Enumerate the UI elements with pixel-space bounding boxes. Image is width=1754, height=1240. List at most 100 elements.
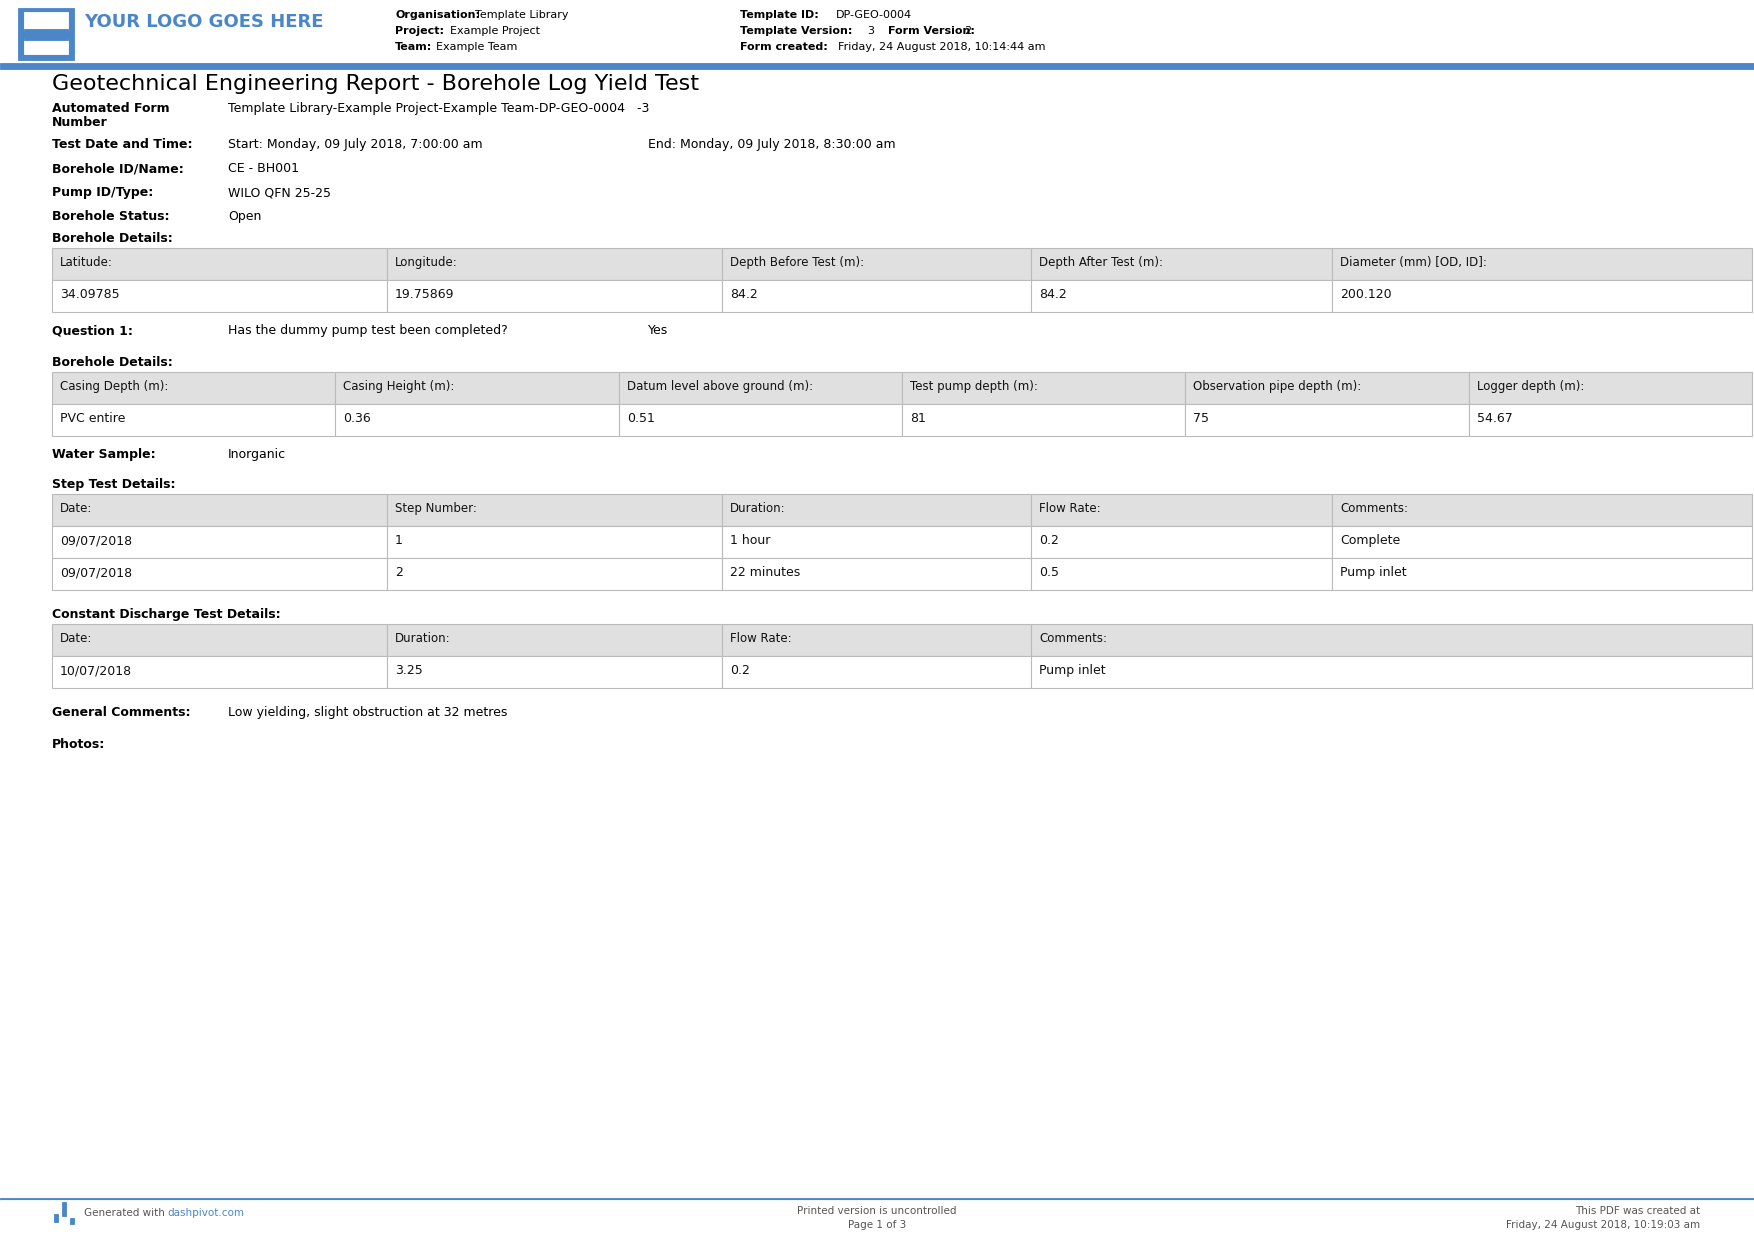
Text: Water Sample:: Water Sample: [53,448,156,461]
Text: Generated with: Generated with [84,1208,168,1218]
FancyBboxPatch shape [1186,404,1468,436]
FancyBboxPatch shape [25,38,68,55]
FancyBboxPatch shape [1031,280,1331,312]
FancyBboxPatch shape [723,280,1031,312]
FancyBboxPatch shape [388,248,723,280]
Text: 3: 3 [866,26,873,36]
Text: 2: 2 [965,26,972,36]
FancyBboxPatch shape [723,526,1031,558]
Text: 1: 1 [395,534,403,547]
FancyBboxPatch shape [53,558,388,590]
FancyBboxPatch shape [18,7,74,60]
FancyBboxPatch shape [54,1214,58,1221]
Text: Comments:: Comments: [1340,502,1408,515]
FancyBboxPatch shape [1331,248,1752,280]
FancyBboxPatch shape [388,558,723,590]
Text: Borehole ID/Name:: Borehole ID/Name: [53,162,184,175]
Text: Duration:: Duration: [730,502,786,515]
Text: Template Version:: Template Version: [740,26,852,36]
FancyBboxPatch shape [53,280,388,312]
Text: Diameter (mm) [OD, ID]:: Diameter (mm) [OD, ID]: [1340,255,1487,269]
Text: Test Date and Time:: Test Date and Time: [53,138,193,151]
Text: YOUR LOGO GOES HERE: YOUR LOGO GOES HERE [84,12,323,31]
FancyBboxPatch shape [25,29,68,40]
FancyBboxPatch shape [1031,526,1331,558]
FancyBboxPatch shape [1331,280,1752,312]
FancyBboxPatch shape [388,624,723,656]
Text: Question 1:: Question 1: [53,324,133,337]
Text: 2: 2 [395,565,403,579]
FancyBboxPatch shape [1031,624,1752,656]
FancyBboxPatch shape [388,280,723,312]
FancyBboxPatch shape [619,404,902,436]
Text: Pump inlet: Pump inlet [1038,663,1105,677]
Text: Borehole Details:: Borehole Details: [53,356,172,370]
Text: General Comments:: General Comments: [53,706,191,719]
Text: Latitude:: Latitude: [60,255,112,269]
Text: Flow Rate:: Flow Rate: [730,632,791,645]
FancyBboxPatch shape [53,404,335,436]
FancyBboxPatch shape [388,494,723,526]
Text: Friday, 24 August 2018, 10:14:44 am: Friday, 24 August 2018, 10:14:44 am [838,42,1045,52]
Text: 09/07/2018: 09/07/2018 [60,565,132,579]
Text: Logger depth (m):: Logger depth (m): [1477,379,1584,393]
FancyBboxPatch shape [723,494,1031,526]
FancyBboxPatch shape [1031,494,1331,526]
Text: 81: 81 [910,412,926,425]
Text: Example Project: Example Project [451,26,540,36]
Text: 200.120: 200.120 [1340,288,1391,301]
FancyBboxPatch shape [1468,404,1752,436]
FancyBboxPatch shape [1331,526,1752,558]
Text: Complete: Complete [1340,534,1400,547]
Text: Geotechnical Engineering Report - Borehole Log Yield Test: Geotechnical Engineering Report - Boreho… [53,74,700,94]
Text: Yes: Yes [647,324,668,337]
Text: WILO QFN 25-25: WILO QFN 25-25 [228,186,332,198]
Text: Template Library: Template Library [475,10,568,20]
Text: Observation pipe depth (m):: Observation pipe depth (m): [1193,379,1361,393]
Text: Casing Height (m):: Casing Height (m): [344,379,454,393]
Text: Borehole Status:: Borehole Status: [53,210,170,223]
FancyBboxPatch shape [53,248,388,280]
Text: Pump ID/Type:: Pump ID/Type: [53,186,153,198]
Text: Longitude:: Longitude: [395,255,458,269]
Text: Organisation:: Organisation: [395,10,481,20]
Text: CE - BH001: CE - BH001 [228,162,298,175]
Text: Printed version is uncontrolled: Printed version is uncontrolled [798,1207,956,1216]
Text: Form Version:: Form Version: [888,26,975,36]
Text: Start: Monday, 09 July 2018, 7:00:00 am: Start: Monday, 09 July 2018, 7:00:00 am [228,138,482,151]
Text: DP-GEO-0004: DP-GEO-0004 [837,10,912,20]
Text: This PDF was created at: This PDF was created at [1575,1207,1700,1216]
FancyBboxPatch shape [723,624,1031,656]
Text: Depth Before Test (m):: Depth Before Test (m): [730,255,865,269]
Text: 1 hour: 1 hour [730,534,770,547]
Text: 54.67: 54.67 [1477,412,1512,425]
Text: Number: Number [53,117,107,129]
Text: 09/07/2018: 09/07/2018 [60,534,132,547]
Text: Depth After Test (m):: Depth After Test (m): [1038,255,1163,269]
Text: 0.2: 0.2 [730,663,749,677]
FancyBboxPatch shape [335,404,619,436]
Text: 34.09785: 34.09785 [60,288,119,301]
Text: 10/07/2018: 10/07/2018 [60,663,132,677]
Text: 3.25: 3.25 [395,663,423,677]
Text: End: Monday, 09 July 2018, 8:30:00 am: End: Monday, 09 July 2018, 8:30:00 am [647,138,896,151]
FancyBboxPatch shape [1331,494,1752,526]
Text: Date:: Date: [60,502,93,515]
Text: Inorganic: Inorganic [228,448,286,461]
FancyBboxPatch shape [902,404,1186,436]
FancyBboxPatch shape [0,1200,1754,1240]
FancyBboxPatch shape [53,624,388,656]
Text: Pump inlet: Pump inlet [1340,565,1407,579]
FancyBboxPatch shape [723,558,1031,590]
Text: Open: Open [228,210,261,223]
FancyBboxPatch shape [0,0,1754,68]
Text: 0.36: 0.36 [344,412,372,425]
FancyBboxPatch shape [619,372,902,404]
FancyBboxPatch shape [1031,558,1331,590]
Text: Datum level above ground (m):: Datum level above ground (m): [626,379,812,393]
Text: Casing Depth (m):: Casing Depth (m): [60,379,168,393]
Text: Date:: Date: [60,632,93,645]
Text: Has the dummy pump test been completed?: Has the dummy pump test been completed? [228,324,507,337]
FancyBboxPatch shape [388,526,723,558]
Text: 84.2: 84.2 [730,288,758,301]
